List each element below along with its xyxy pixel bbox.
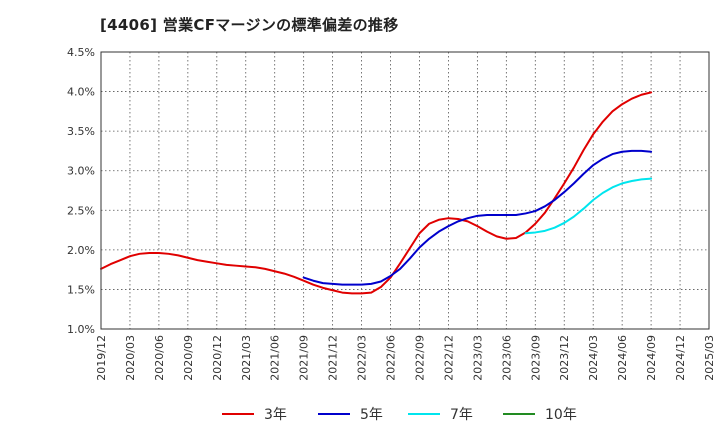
y-tick-label: 2.0%: [67, 244, 95, 257]
x-tick-label: 2024/06: [616, 335, 629, 381]
x-axis-ticks: 2019/12 2020/03 2020/06 2020/09 2020/12 2021/…: [95, 335, 716, 381]
x-tick-label: 2020/09: [182, 335, 195, 381]
series-line-2: [302, 149, 653, 286]
y-tick-label: 3.0%: [67, 165, 95, 178]
series-line-1: [100, 91, 653, 295]
x-tick-label: 2022/09: [413, 335, 426, 381]
x-tick-label: 2020/12: [211, 335, 224, 381]
legend-label: 10年: [545, 407, 577, 423]
x-tick-label: 2022/06: [385, 335, 398, 381]
x-tick-label: 2024/12: [674, 335, 687, 381]
x-tick-label: 2023/12: [558, 335, 571, 381]
y-tick-label: 2.5%: [67, 204, 95, 217]
legend: 3年 5年 7年 10年: [222, 407, 577, 423]
y-tick-label: 1.5%: [67, 283, 95, 296]
y-tick-label: 4.0%: [67, 86, 95, 99]
series-layer: [100, 91, 653, 295]
legend-label: 5年: [360, 407, 383, 423]
legend-item-3: 7年: [408, 407, 473, 423]
legend-item-1: 3年: [222, 407, 287, 423]
legend-label: 3年: [264, 407, 287, 423]
x-tick-label: 2020/03: [124, 335, 137, 381]
y-tick-label: 1.0%: [67, 323, 95, 336]
y-tick-label: 3.5%: [67, 125, 95, 138]
x-tick-label: 2023/09: [529, 335, 542, 381]
legend-label: 7年: [450, 407, 473, 423]
x-tick-label: 2022/12: [442, 335, 455, 381]
x-tick-label: 2024/09: [645, 335, 658, 381]
plot-border: [100, 51, 710, 330]
x-tick-label: 2021/09: [298, 335, 311, 381]
x-tick-label: 2023/06: [500, 335, 513, 381]
x-tick-label: 2020/06: [153, 335, 166, 381]
x-tick-label: 2022/03: [356, 335, 369, 381]
x-tick-label: 2021/03: [240, 335, 253, 381]
chart-title: [4406] 営業CFマージンの標準偏差の推移: [100, 16, 399, 34]
x-tick-label: 2019/12: [95, 335, 108, 381]
x-tick-label: 2021/12: [327, 335, 340, 381]
legend-item-2: 5年: [318, 407, 383, 423]
x-tick-label: 2025/03: [703, 335, 716, 381]
plot-background: [101, 52, 709, 329]
y-tick-label: 4.5%: [67, 46, 95, 59]
x-tick-label: 2024/03: [587, 335, 600, 381]
series-line-3: [524, 177, 653, 235]
x-tick-label: 2023/03: [471, 335, 484, 381]
y-axis-ticks: 1.0% 1.5% 2.0% 2.5% 3.0% 3.5% 4.0% 4.5%: [67, 46, 95, 336]
legend-item-4: 10年: [503, 407, 577, 423]
x-tick-label: 2021/06: [269, 335, 282, 381]
